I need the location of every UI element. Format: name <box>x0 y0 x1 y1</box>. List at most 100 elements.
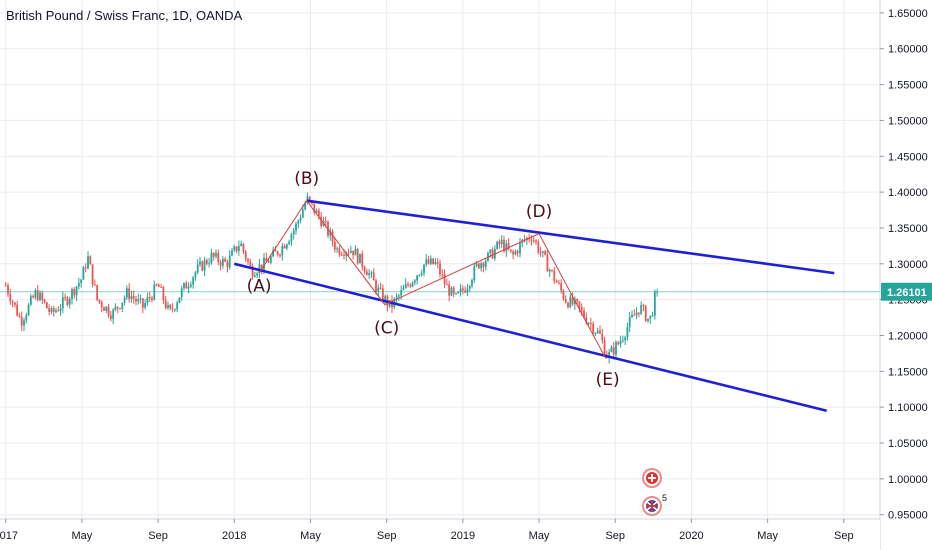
candle-body <box>141 298 144 308</box>
candle-body <box>443 274 446 285</box>
candle-body <box>283 245 286 249</box>
trend-line-upper[interactable] <box>306 199 835 275</box>
candle-body <box>36 290 39 301</box>
candle-body <box>615 342 617 355</box>
candle-body <box>583 310 585 318</box>
wave-polyline[interactable] <box>258 199 607 359</box>
candle-body <box>162 287 165 301</box>
candle-body <box>562 290 565 299</box>
swiss-cross-h <box>648 477 656 479</box>
candle-body <box>516 251 519 254</box>
candle-body <box>77 283 80 287</box>
candle-body <box>71 289 73 300</box>
candle-body <box>496 241 499 249</box>
candle-body <box>512 251 515 255</box>
wave-label: (B) <box>294 169 319 189</box>
candle-body <box>57 310 60 312</box>
candle-body <box>509 249 512 252</box>
time-tick-label: 2018 <box>222 530 246 542</box>
wave-path[interactable] <box>258 199 607 359</box>
candle-body <box>564 298 567 303</box>
candle-body <box>551 269 553 271</box>
candle-body <box>285 244 288 249</box>
candle-body <box>235 246 238 252</box>
candle-body <box>68 299 71 305</box>
candle-body <box>281 245 284 256</box>
time-tick-label: 2017 <box>0 530 18 542</box>
candle-body <box>116 306 119 309</box>
candle-body <box>121 302 124 309</box>
wave-label: (C) <box>374 318 399 338</box>
candle-body <box>379 287 382 289</box>
candle-body <box>247 259 249 262</box>
candle-body <box>397 295 400 297</box>
price-tick-label: 1.50000 <box>888 115 928 127</box>
candle-body <box>553 270 556 281</box>
trend-line-lower[interactable] <box>233 262 827 413</box>
candle-body <box>603 340 606 355</box>
uk-event-icon[interactable] <box>642 496 662 516</box>
time-axis[interactable]: 2017 May Sep 2018 May Sep 2019 May Sep 2020 May Sep <box>0 518 880 550</box>
candle-body <box>27 304 30 316</box>
candle-body <box>256 273 259 276</box>
candle-body <box>299 217 302 221</box>
candle-body <box>505 243 508 252</box>
candle-body <box>500 239 503 245</box>
candle-body <box>441 274 444 276</box>
candle-body <box>471 280 473 286</box>
price-tick-label: 1.20000 <box>888 330 928 342</box>
candle-body <box>539 252 542 254</box>
candle-body <box>480 263 483 269</box>
candle-body <box>89 256 92 265</box>
candle-body <box>320 216 323 226</box>
candle-body <box>340 254 343 256</box>
candle-body <box>569 296 572 308</box>
candle-body <box>585 317 588 324</box>
candle-body <box>596 330 599 333</box>
candle-body <box>546 254 549 272</box>
candle-body <box>265 257 268 262</box>
candle-body <box>587 323 590 325</box>
swiss-event-icon[interactable] <box>642 468 662 488</box>
candle-body <box>50 308 53 312</box>
candle-body <box>269 256 272 263</box>
candle-body <box>599 330 601 334</box>
candle-body <box>491 249 494 259</box>
grid <box>0 0 880 519</box>
candle-body <box>43 299 46 303</box>
price-tick-label: 1.15000 <box>888 366 928 378</box>
event-badges[interactable]: 5 <box>642 468 667 516</box>
candle-body <box>260 264 263 270</box>
candle-body <box>210 252 213 264</box>
candle-body <box>578 301 581 308</box>
candle-body <box>477 263 480 269</box>
candle-body <box>423 264 425 273</box>
candle-body <box>541 251 544 253</box>
candle-body <box>484 260 487 267</box>
candle-body <box>530 239 533 241</box>
candle-body <box>370 272 373 274</box>
candle-body <box>20 316 23 326</box>
candle-body <box>642 305 645 307</box>
candle-body <box>363 266 366 272</box>
candle-body <box>224 258 227 262</box>
candle-body <box>631 314 633 317</box>
candle-body <box>48 308 51 312</box>
candle-body <box>473 265 476 281</box>
candle-body <box>4 285 7 287</box>
trend-lines[interactable] <box>233 199 835 413</box>
candle-body <box>173 309 176 311</box>
candle-body <box>103 307 105 311</box>
candle-body <box>594 332 597 334</box>
last-price-tag[interactable]: 1.26101 <box>881 282 932 301</box>
candle-body <box>187 286 190 289</box>
candles <box>4 192 659 364</box>
candle-body <box>183 283 185 289</box>
candle-body <box>315 210 318 213</box>
candle-body <box>167 304 169 308</box>
candle-body <box>253 275 256 277</box>
candle-body <box>11 301 14 303</box>
price-axis[interactable]: 1.65000 1.60000 1.55000 1.50000 1.45000 1.400… <box>879 0 932 550</box>
candle-body <box>82 267 85 280</box>
